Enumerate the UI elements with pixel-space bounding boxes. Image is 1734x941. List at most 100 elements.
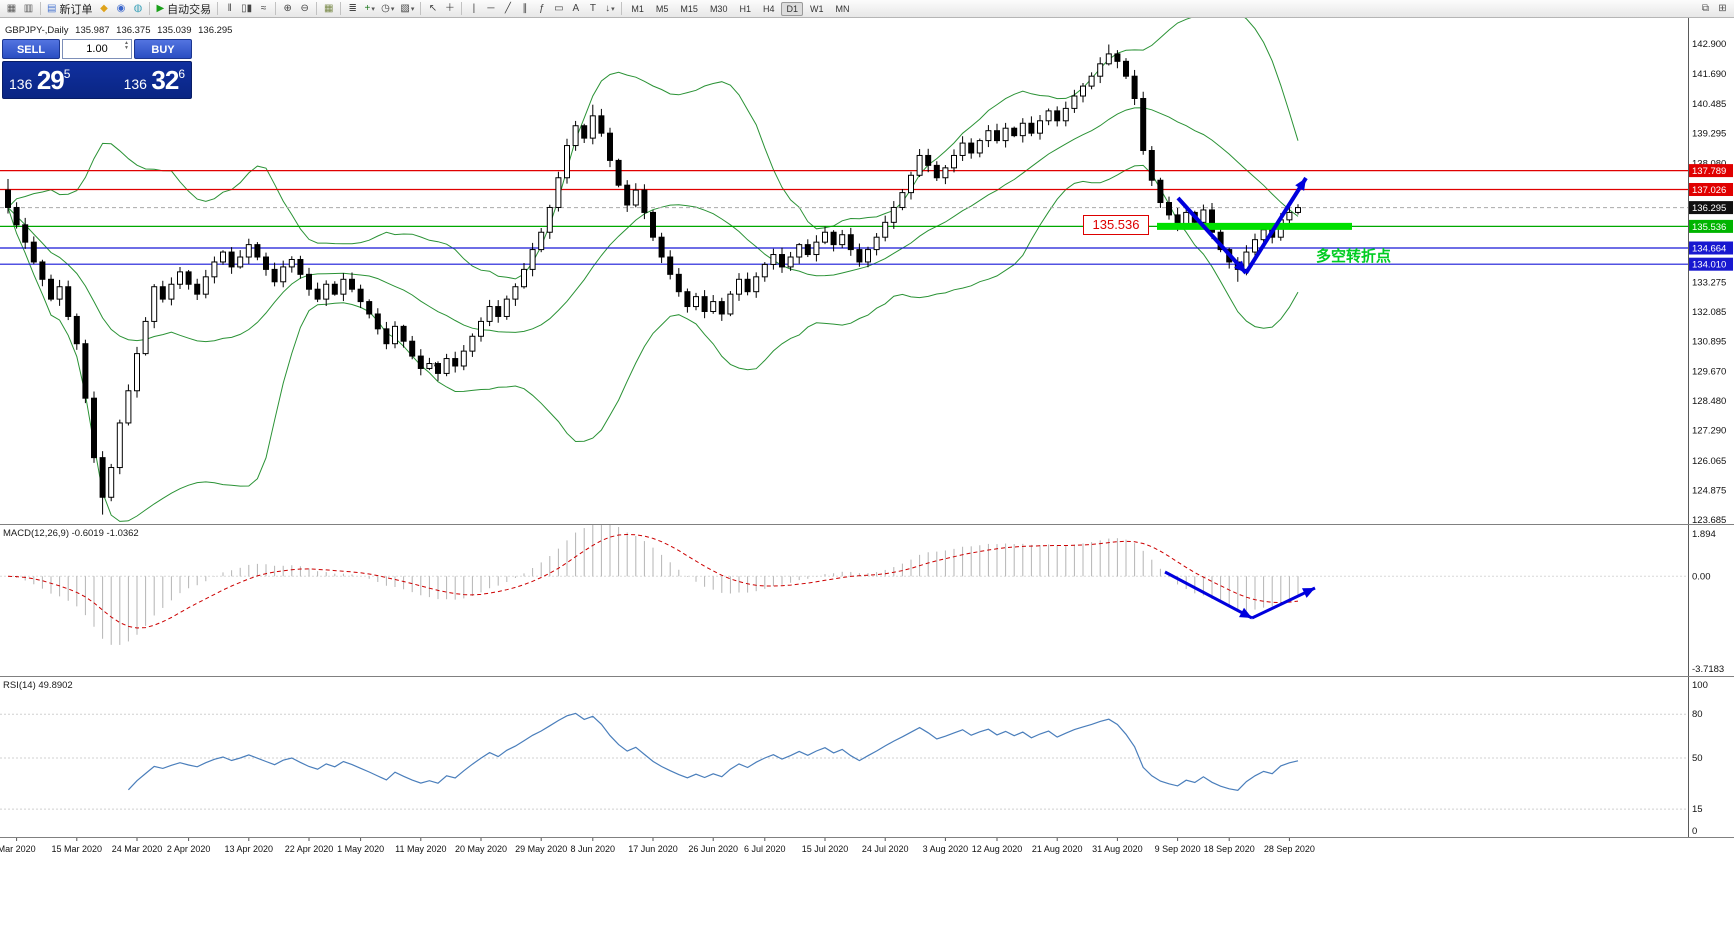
volume-spinner[interactable]: ▲ ▼ bbox=[124, 41, 129, 51]
trendline-button[interactable]: ╱ bbox=[499, 1, 516, 17]
timeframe-w1-button[interactable]: W1 bbox=[810, 3, 824, 14]
svg-text:130.895: 130.895 bbox=[1692, 336, 1726, 347]
market-watch-button[interactable]: ◆ bbox=[95, 1, 112, 17]
bid-price-point: 5 bbox=[63, 66, 71, 81]
buy-button[interactable]: BUY bbox=[134, 39, 192, 59]
autotrading-button[interactable]: ▶ 自动交易 bbox=[153, 1, 214, 17]
data-window-button[interactable]: ◉ bbox=[112, 1, 129, 17]
crosshair-button[interactable]: ＋ bbox=[441, 1, 458, 17]
templates-button[interactable]: ▧ ▾ bbox=[397, 1, 417, 17]
svg-text:1 May 2020: 1 May 2020 bbox=[337, 844, 384, 854]
toolbar-separator bbox=[461, 2, 463, 15]
timeframe-h4-button[interactable]: H4 bbox=[762, 3, 775, 14]
fibonacci-button[interactable]: ƒ bbox=[533, 1, 550, 17]
svg-text:8 Jun 2020: 8 Jun 2020 bbox=[571, 844, 616, 854]
text-tool-button[interactable]: A bbox=[567, 1, 584, 17]
ask-price-point: 6 bbox=[178, 66, 185, 81]
svg-text:21 Aug 2020: 21 Aug 2020 bbox=[1032, 844, 1083, 854]
price-level-callout[interactable]: 135.536 bbox=[1083, 215, 1149, 235]
shapes-button[interactable]: ▭ bbox=[550, 1, 567, 17]
svg-text:137.789: 137.789 bbox=[1692, 166, 1726, 177]
svg-text:3 Aug 2020: 3 Aug 2020 bbox=[923, 844, 969, 854]
candlestick-chart-button[interactable]: ▯▮ bbox=[238, 1, 255, 17]
time-axis[interactable]: Mar 2020 15 Mar 2020 24 Mar 2020 2 Apr 2020… bbox=[0, 838, 1734, 858]
svg-text:31 Aug 2020: 31 Aug 2020 bbox=[1092, 844, 1143, 854]
svg-text:127.290: 127.290 bbox=[1692, 426, 1726, 437]
timeframe-h1-button[interactable]: H1 bbox=[739, 3, 751, 14]
svg-text:-3.7183: -3.7183 bbox=[1692, 664, 1724, 675]
arrows-tool-caret-icon: ▾ bbox=[611, 5, 615, 13]
svg-text:141.690: 141.690 bbox=[1692, 69, 1726, 80]
open-value: 135.987 bbox=[75, 25, 110, 36]
svg-text:15 Mar 2020: 15 Mar 2020 bbox=[52, 844, 103, 854]
add-indicator-button[interactable]: + ▾ bbox=[361, 1, 378, 17]
timeframe-m1-button[interactable]: M1 bbox=[631, 3, 644, 14]
svg-text:140.485: 140.485 bbox=[1692, 99, 1726, 110]
toolbar-separator bbox=[420, 2, 422, 15]
svg-text:26 Jun 2020: 26 Jun 2020 bbox=[688, 844, 738, 854]
candlestick-chart-icon: ▯▮ bbox=[241, 2, 253, 14]
sell-button[interactable]: SELL bbox=[2, 39, 60, 59]
svg-text:123.685: 123.685 bbox=[1692, 515, 1726, 525]
svg-text:132.085: 132.085 bbox=[1692, 307, 1726, 318]
svg-text:15 Jul 2020: 15 Jul 2020 bbox=[802, 844, 849, 854]
volume-up-icon[interactable]: ▲ bbox=[124, 40, 129, 46]
indicators-icon: ≣ bbox=[348, 2, 357, 14]
timeframe-m15-button[interactable]: M15 bbox=[680, 3, 698, 14]
svg-text:15: 15 bbox=[1692, 804, 1703, 815]
bid-price-pips: 29 bbox=[36, 64, 65, 95]
svg-text:129.670: 129.670 bbox=[1692, 367, 1726, 378]
toolbar-right-group: ⧉ ⊞ bbox=[1697, 0, 1731, 18]
bar-chart-button[interactable]: ‖ bbox=[221, 1, 238, 17]
new-chart-button[interactable]: ▦ bbox=[3, 1, 20, 17]
timeframe-mn-button[interactable]: MN bbox=[835, 3, 850, 14]
bid-ask-display[interactable]: 136 295 136 326 bbox=[2, 61, 192, 99]
indicators-button[interactable]: ≣ bbox=[344, 1, 361, 17]
zoom-in-button[interactable]: ⊕ bbox=[279, 1, 296, 17]
channel-button[interactable]: ∥ bbox=[516, 1, 533, 17]
navigator-button[interactable]: ◍ bbox=[129, 1, 146, 17]
arrows-tool-button[interactable]: ↓ ▾ bbox=[601, 1, 618, 17]
rsi-panel-canvas[interactable]: 100 80 50 15 0 bbox=[0, 677, 1734, 838]
svg-text:0.00: 0.00 bbox=[1692, 571, 1711, 582]
chart-ohlc-header: GBPJPY-,Daily 135.987 136.375 135.039 13… bbox=[5, 25, 236, 36]
new-chart-icon: ▦ bbox=[6, 2, 17, 14]
timeframe-m5-button[interactable]: M5 bbox=[655, 3, 669, 14]
close-value: 136.295 bbox=[198, 25, 233, 36]
crosshair-icon: ＋ bbox=[444, 2, 455, 14]
svg-text:29 May 2020: 29 May 2020 bbox=[515, 844, 567, 854]
horizontal-line-button[interactable]: ─ bbox=[482, 1, 499, 17]
symbol-period-label: GBPJPY-,Daily bbox=[5, 25, 69, 36]
svg-text:139.295: 139.295 bbox=[1692, 128, 1726, 139]
market-watch-icon: ◆ bbox=[100, 2, 108, 14]
svg-text:80: 80 bbox=[1692, 709, 1703, 720]
window-cascade-button[interactable]: ⧉ bbox=[1697, 1, 1714, 17]
macd-panel-canvas[interactable]: 1.894 0.00 -3.7183 bbox=[0, 525, 1734, 677]
svg-text:128.480: 128.480 bbox=[1692, 396, 1726, 407]
shapes-icon: ▭ bbox=[554, 2, 564, 14]
window-tile-button[interactable]: ▥ bbox=[20, 1, 37, 17]
toolbar-separator bbox=[340, 2, 342, 15]
chart-object-marker: * bbox=[433, 359, 439, 374]
timeframe-m30-button[interactable]: M30 bbox=[709, 3, 728, 14]
templates-icon: ▧ bbox=[400, 2, 410, 14]
periods-button[interactable]: ◷ ▾ bbox=[378, 1, 397, 17]
main-chart-canvas[interactable]: 142.900 141.690 140.485 139.295 138.080 133.2… bbox=[0, 18, 1734, 525]
periods-caret-icon: ▾ bbox=[390, 5, 395, 13]
grid-button[interactable]: ▦ bbox=[320, 1, 337, 17]
zoom-out-button[interactable]: ⊖ bbox=[296, 1, 313, 17]
volume-value: 1.00 bbox=[86, 43, 108, 55]
new-order-button[interactable]: ▤ 新订单 bbox=[44, 1, 95, 17]
window-dock-button[interactable]: ⊞ bbox=[1714, 1, 1731, 17]
cursor-button[interactable]: ↖ bbox=[424, 1, 441, 17]
timeframe-d1-button[interactable]: D1 bbox=[781, 1, 803, 16]
volume-input[interactable]: 1.00 ▲ ▼ bbox=[62, 39, 132, 59]
line-chart-button[interactable]: ≈ bbox=[255, 1, 272, 17]
label-tool-button[interactable]: T bbox=[584, 1, 601, 17]
svg-text:136.295: 136.295 bbox=[1692, 203, 1726, 214]
vertical-line-button[interactable]: | bbox=[465, 1, 482, 17]
svg-text:100: 100 bbox=[1692, 680, 1708, 691]
svg-text:124.875: 124.875 bbox=[1692, 485, 1726, 496]
volume-down-icon[interactable]: ▼ bbox=[124, 45, 129, 51]
one-click-trading-panel: SELL 1.00 ▲ ▼ BUY 136 295 136 326 bbox=[2, 39, 192, 99]
